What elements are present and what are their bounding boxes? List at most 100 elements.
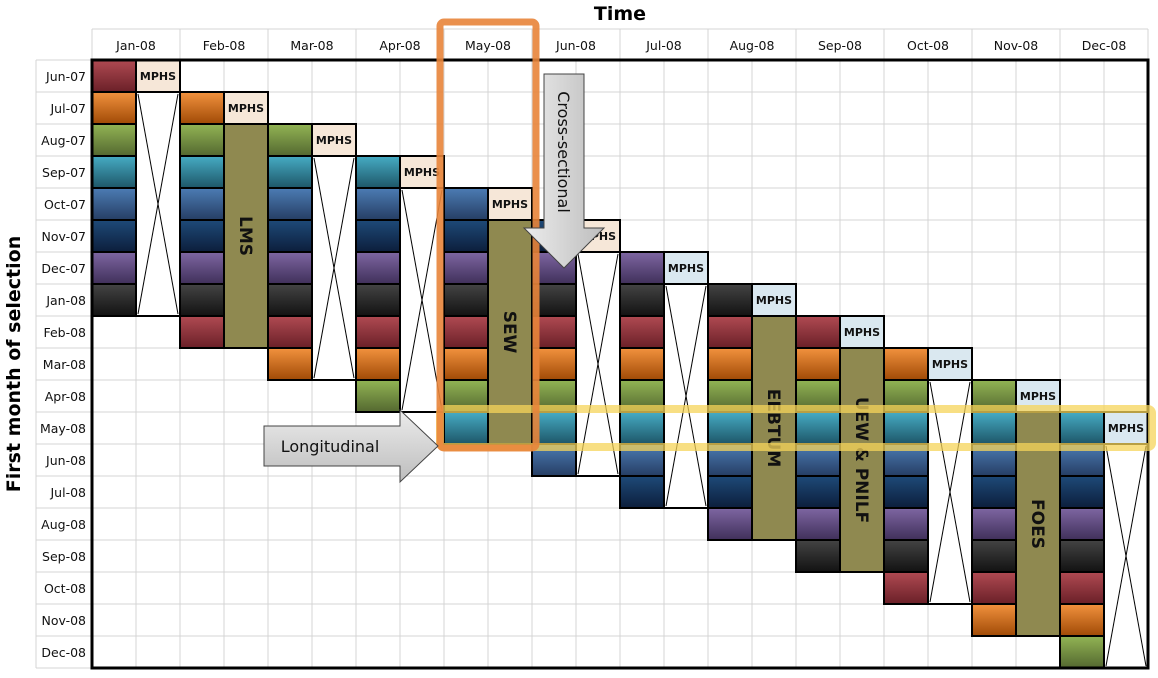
mphs-label: MPHS	[492, 198, 528, 211]
rotation-group-cell	[971, 603, 1017, 637]
rotation-group-cell	[267, 219, 313, 253]
row-label: Jul-08	[50, 485, 87, 500]
column-header: Aug-08	[730, 38, 775, 53]
column-header: Sep-08	[818, 38, 862, 53]
rotation-group-cell	[707, 411, 753, 445]
cross-line	[137, 93, 179, 315]
row-label: Jun-08	[45, 453, 86, 468]
wave-Jul-08: MPHS	[619, 251, 709, 509]
mphs-label: MPHS	[932, 358, 968, 371]
rotation-group-cell	[795, 411, 841, 445]
y-axis-title: First month of selection	[3, 236, 25, 492]
column-header: Jul-08	[645, 38, 682, 53]
rotation-group-cell	[267, 123, 313, 157]
rotation-group-cell	[1059, 475, 1105, 509]
overlays: Cross-sectional Longitudinal	[263, 18, 1156, 484]
wave-May-08: MPHS SEW	[443, 187, 533, 445]
mphs-label: MPHS	[844, 326, 880, 339]
row-label: Dec-07	[41, 261, 86, 276]
rotation-group-cell	[443, 315, 489, 349]
survey-box	[223, 123, 269, 349]
no-survey-box	[311, 155, 357, 381]
rotation-group-cell	[1059, 507, 1105, 541]
rotation-group-cell	[179, 123, 225, 157]
rotation-group-cell	[619, 347, 665, 381]
wave-Jan-08: MPHS	[91, 59, 181, 317]
mphs-label: MPHS	[316, 134, 352, 147]
row-label: Oct-07	[44, 197, 86, 212]
rotation-group-cell	[91, 155, 137, 189]
cross-line	[1105, 445, 1147, 667]
rotation-group-cell	[971, 411, 1017, 445]
rotation-group-cell	[267, 187, 313, 221]
mphs-box	[751, 283, 797, 317]
row-label: Feb-08	[43, 325, 86, 340]
column-header: Mar-08	[290, 38, 333, 53]
rotation-group-cell	[267, 347, 313, 381]
x-axis-title: Time	[594, 3, 646, 25]
rotation-group-cell	[355, 379, 401, 413]
longitudinal-arrow	[263, 408, 439, 484]
row-label: Oct-08	[44, 581, 86, 596]
cross-sectional-label: Cross-sectional	[554, 91, 573, 213]
column-headers: Jan-08 Feb-08 Mar-08 Apr-08 May-08 Jun-08 Jul-…	[115, 38, 1126, 53]
longitudinal-label: Longitudinal	[281, 437, 380, 456]
row-label: May-08	[40, 421, 86, 436]
row-labels: Jun-07 Jul-07 Aug-07 Sep-07 Oct-07 Nov-07 Dec-…	[40, 69, 86, 660]
rotation-group-cell	[883, 507, 929, 541]
row-label: Sep-08	[42, 549, 86, 564]
column-header: Oct-08	[907, 38, 949, 53]
mphs-label: MPHS	[1020, 390, 1056, 403]
rotation-group-cell	[883, 571, 929, 605]
wave-Nov-08: MPHS FOES	[971, 379, 1061, 637]
rotation-group-cell	[355, 315, 401, 349]
survey-box	[751, 315, 797, 541]
rotation-group-cell	[179, 251, 225, 285]
rotation-group-cell	[91, 59, 137, 93]
cross-line	[401, 189, 443, 411]
rotation-group-cell	[971, 507, 1017, 541]
rotation-group-cell	[355, 155, 401, 189]
rotation-group-cell	[1059, 571, 1105, 605]
rotation-group-cell	[707, 347, 753, 381]
survey-label: SEW	[499, 311, 519, 354]
rotation-group-cell	[443, 251, 489, 285]
cross-line	[313, 157, 355, 379]
rotation-group-cell	[443, 283, 489, 317]
rotation-group-cell	[91, 283, 137, 317]
rotation-group-cell	[971, 475, 1017, 509]
cross-line	[929, 381, 971, 603]
column-header: Jan-08	[115, 38, 156, 53]
column-header: Nov-08	[994, 38, 1039, 53]
rotation-group-cell	[1059, 635, 1105, 669]
mphs-box	[311, 123, 357, 157]
rotation-group-cell	[619, 251, 665, 285]
rotation-group-cell	[883, 347, 929, 381]
rotation-group-cell	[795, 315, 841, 349]
rotation-group-cell	[179, 219, 225, 253]
rotation-group-cell	[443, 347, 489, 381]
rotation-group-cell	[91, 187, 137, 221]
mphs-box	[663, 251, 709, 285]
cross-sectional-arrow	[522, 73, 606, 269]
rotation-group-cell	[795, 475, 841, 509]
rotation-group-cell	[179, 283, 225, 317]
mphs-label: MPHS	[404, 166, 440, 179]
rotation-group-cell	[267, 315, 313, 349]
rotation-group-cell	[619, 475, 665, 509]
rotation-group-cell	[795, 539, 841, 573]
mphs-label: MPHS	[140, 70, 176, 83]
rotation-group-cell	[355, 283, 401, 317]
column-header: Feb-08	[203, 38, 246, 53]
rotation-group-cell	[883, 411, 929, 445]
rotation-group-cell	[619, 411, 665, 445]
row-label: Apr-08	[45, 389, 86, 404]
rotation-group-cell	[91, 123, 137, 157]
rotation-group-cell	[179, 155, 225, 189]
rotation-group-cell	[971, 539, 1017, 573]
mphs-label: MPHS	[228, 102, 264, 115]
cross-line	[577, 253, 619, 475]
rotation-group-cell	[355, 219, 401, 253]
rotation-group-cell	[707, 507, 753, 541]
